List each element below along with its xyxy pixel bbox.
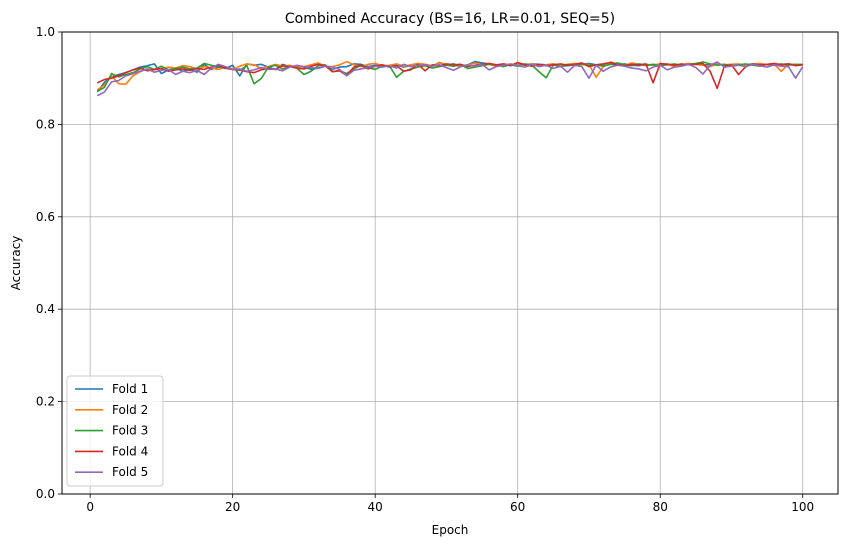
legend: Fold 1 Fold 2 Fold 3 Fold 4 Fold 5 [66,375,164,487]
series-line-fold-5 [96,61,804,97]
axis-ticks: 0 20 40 60 80 100 0.0 0.2 0.4 0.6 0.8 1.0 [36,25,814,514]
series-lines [96,60,804,97]
y-tick-label: 0.8 [36,117,55,131]
x-axis-label: Epoch [432,523,469,537]
legend-label: Fold 5 [112,465,148,479]
legend-label: Fold 2 [112,403,148,417]
x-tick-label: 40 [368,500,383,514]
y-tick-label: 0.4 [36,302,55,316]
y-tick-label: 1.0 [36,25,55,39]
chart-title: Combined Accuracy (BS=16, LR=0.01, SEQ=5… [285,11,615,27]
y-tick-label: 0.0 [36,487,55,501]
x-tick-label: 80 [653,500,668,514]
y-tick-label: 0.2 [36,395,55,409]
y-tick-label: 0.6 [36,210,55,224]
x-tick-label: 20 [225,500,240,514]
legend-box [66,375,164,487]
plot-frame [61,31,839,495]
legend-label: Fold 3 [112,424,148,438]
legend-label: Fold 1 [112,382,148,396]
y-axis-label: Accuracy [9,236,23,291]
x-tick-label: 0 [86,500,94,514]
legend-label: Fold 4 [112,444,148,458]
x-tick-label: 100 [791,500,814,514]
grid [62,31,838,495]
x-tick-label: 60 [510,500,525,514]
